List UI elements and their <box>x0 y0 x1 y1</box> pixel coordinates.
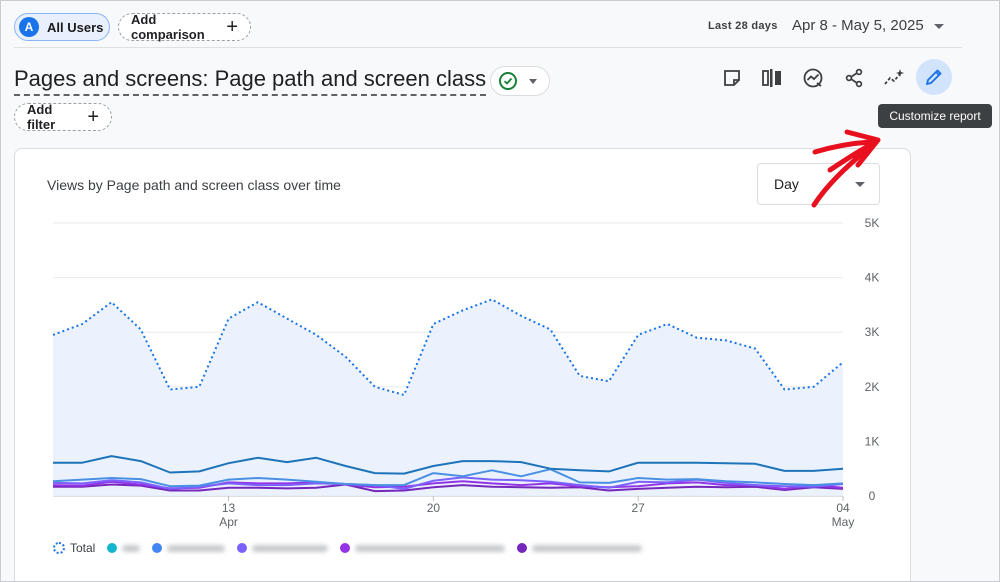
legend-item-total[interactable]: Total <box>53 541 95 555</box>
report-status-dropdown[interactable] <box>490 66 550 96</box>
date-range-label: Last 28 days <box>708 20 778 32</box>
x-tick-label: 13 <box>222 501 236 515</box>
legend-dot-icon <box>237 543 248 553</box>
legend-item-series-5[interactable] <box>517 543 643 553</box>
legend-blurred-label <box>167 544 226 552</box>
x-tick-sublabel: May <box>832 515 855 529</box>
add-comparison-button[interactable]: Add comparison + <box>118 12 251 42</box>
date-range-picker[interactable]: Apr 8 - May 5, 2025 <box>792 17 924 34</box>
total-area <box>53 299 843 496</box>
y-tick-label: 2K <box>865 380 880 394</box>
legend-item-series-4[interactable] <box>340 543 506 553</box>
legend-item-series-1[interactable] <box>107 543 141 553</box>
series-line-5 <box>53 483 844 493</box>
legend-dot-icon <box>340 543 351 553</box>
legend-blurred-label <box>355 544 506 552</box>
x-tick-label: 27 <box>632 501 646 515</box>
note-icon[interactable] <box>716 62 748 94</box>
segment-chip-all-users[interactable]: A All Users <box>14 13 110 41</box>
segment-label: All Users <box>47 19 104 35</box>
x-tick-sublabel: Apr <box>219 515 238 529</box>
date-range-dropdown-icon[interactable] <box>934 24 944 29</box>
chevron-down-icon <box>529 78 537 84</box>
y-tick-label: 5K <box>865 216 880 230</box>
legend-total-label: Total <box>70 541 96 555</box>
x-tick-label: 04 <box>836 501 850 515</box>
granularity-value: Day <box>774 176 799 192</box>
y-tick-label: 0 <box>869 489 876 503</box>
compare-columns-icon[interactable] <box>756 62 788 94</box>
plus-icon: + <box>226 16 238 38</box>
series-line-2 <box>52 468 844 488</box>
legend-blurred-label <box>532 544 643 552</box>
chart-card: Views by Page path and screen class over… <box>14 148 911 582</box>
add-filter-label: Add filter <box>27 102 56 132</box>
series-line-total <box>52 298 844 396</box>
insights-icon[interactable] <box>797 62 829 94</box>
legend-dot-icon <box>107 543 118 553</box>
page-title[interactable]: Pages and screens: Page path and screen … <box>14 66 487 96</box>
top-divider <box>14 47 962 48</box>
y-tick-label: 3K <box>865 325 880 339</box>
y-tick-label: 4K <box>865 271 880 285</box>
chart-title: Views by Page path and screen class over… <box>47 177 341 193</box>
dotted-circle-icon <box>53 542 65 554</box>
series-line-3 <box>52 476 844 490</box>
pencil-icon[interactable] <box>916 59 952 95</box>
legend-item-series-2[interactable] <box>152 543 226 553</box>
add-filter-button[interactable]: Add filter + <box>14 102 112 132</box>
segment-avatar: A <box>19 17 39 37</box>
check-circle-icon <box>499 72 517 90</box>
share-icon[interactable] <box>838 62 870 94</box>
sparkle-trend-icon[interactable] <box>878 62 910 94</box>
x-tick-label: 20 <box>427 501 441 515</box>
legend-blurred-label <box>252 544 329 552</box>
customize-report-tooltip: Customize report <box>878 104 992 128</box>
legend-blurred-label <box>122 544 141 552</box>
legend-dot-icon <box>152 543 163 553</box>
legend-dot-icon <box>517 543 528 553</box>
y-tick-label: 1K <box>865 434 880 448</box>
legend-item-series-3[interactable] <box>237 543 329 553</box>
plus-icon: + <box>87 106 99 128</box>
chart-legend: Total <box>53 541 654 555</box>
series-line-1 <box>53 455 844 475</box>
add-comparison-label: Add comparison <box>131 12 205 42</box>
